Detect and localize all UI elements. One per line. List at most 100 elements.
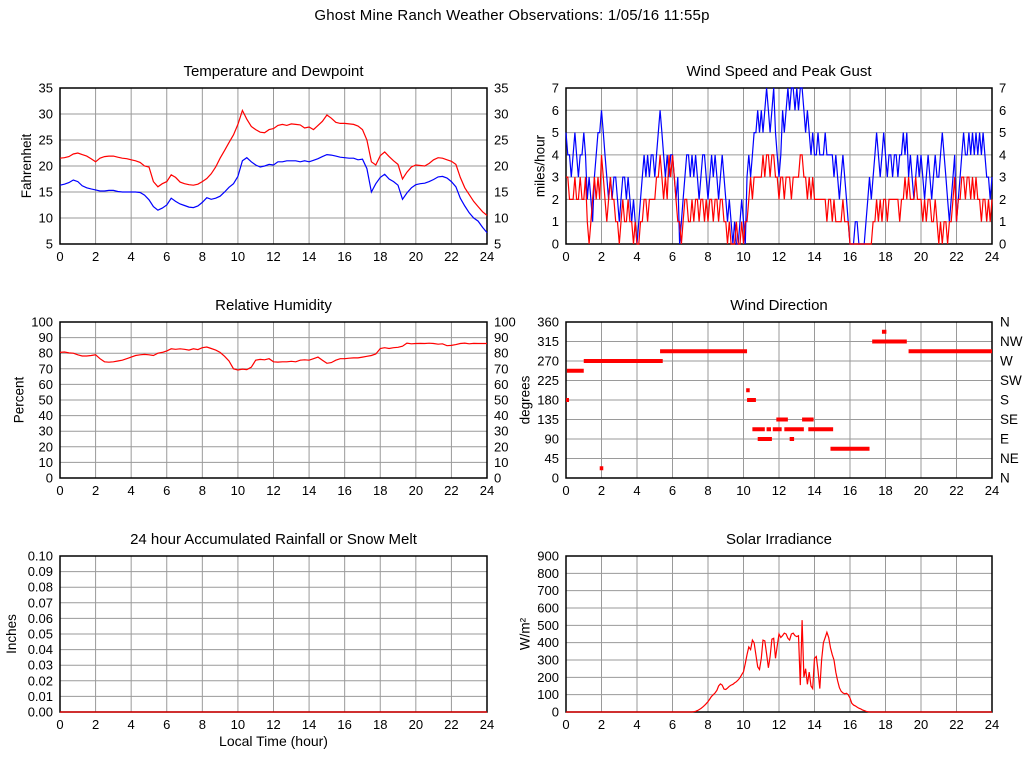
y-axis-label: Inches [4, 614, 19, 654]
x-tick-label: 8 [199, 249, 206, 264]
x-tick-label: 8 [704, 483, 711, 498]
y-tick-label: 0.05 [28, 627, 53, 642]
x-tick-label: 14 [807, 249, 821, 264]
x-tick-label: 14 [807, 483, 821, 498]
x-tick-label: 6 [163, 483, 170, 498]
x-axis-label: Local Time (hour) [219, 733, 328, 749]
y-tick-label: 30 [39, 107, 53, 122]
y-tick-label: 0.07 [28, 595, 53, 610]
y-axis-label: Percent [12, 376, 27, 423]
y-axis-label: degrees [518, 375, 533, 424]
y-tick-label: 0.04 [28, 642, 53, 657]
x-tick-label: 4 [633, 249, 640, 264]
x-tick-label: 10 [231, 717, 245, 732]
y-tick-label: 315 [537, 334, 559, 349]
x-tick-label: 24 [985, 249, 999, 264]
x-tick-label: 4 [128, 483, 135, 498]
compass-label: SW [1000, 373, 1022, 388]
x-tick-label: 0 [56, 483, 63, 498]
compass-label: S [1000, 393, 1009, 408]
y-tick-label: 25 [39, 133, 53, 148]
y-tick-label: 360 [537, 315, 559, 330]
y-axis-label: miles/hour [533, 134, 548, 197]
x-tick-label: 22 [949, 249, 963, 264]
y-tick-label: 40 [39, 408, 53, 423]
x-tick-label: 6 [669, 483, 676, 498]
x-tick-label: 2 [598, 249, 605, 264]
wind-speed-line [566, 154, 993, 245]
solar-irradiance-line [566, 620, 992, 713]
y-tick-label: 4 [552, 147, 559, 162]
y-tick-label: 0.02 [28, 673, 53, 688]
y-tick-label: 90 [39, 330, 53, 345]
y-tick-label: 80 [39, 346, 53, 361]
y-tick-label: 100 [31, 315, 53, 330]
x-tick-label: 24 [985, 483, 999, 498]
y-tick-label-right: 30 [494, 107, 508, 122]
x-tick-label: 22 [444, 483, 458, 498]
y-tick-label-right: 60 [494, 377, 508, 392]
x-tick-label: 16 [843, 717, 857, 732]
compass-label: W [1000, 354, 1013, 369]
y-tick-label: 0.03 [28, 658, 53, 673]
y-tick-label: 135 [537, 412, 559, 427]
compass-label: NE [1000, 451, 1019, 466]
y-tick-label: 225 [537, 373, 559, 388]
y-tick-label: 50 [39, 393, 53, 408]
y-tick-label: 200 [537, 670, 559, 685]
y-tick-label-right: 50 [494, 393, 508, 408]
y-tick-label-right: 30 [494, 424, 508, 439]
y-tick-label: 300 [537, 653, 559, 668]
x-tick-label: 12 [772, 249, 786, 264]
x-tick-label: 16 [843, 483, 857, 498]
y-tick-label-right: 5 [494, 237, 501, 252]
y-tick-label-right: 7 [999, 81, 1006, 96]
x-tick-label: 16 [843, 249, 857, 264]
x-tick-label: 14 [302, 483, 316, 498]
x-tick-label: 2 [92, 483, 99, 498]
x-tick-label: 20 [914, 483, 928, 498]
x-tick-label: 18 [373, 483, 387, 498]
x-tick-label: 20 [914, 717, 928, 732]
y-tick-label: 100 [537, 687, 559, 702]
x-tick-label: 12 [266, 717, 280, 732]
temperature-line [59, 108, 488, 216]
y-tick-label: 45 [545, 451, 559, 466]
y-tick-label: 0.06 [28, 611, 53, 626]
chart-title: Wind Direction [730, 297, 828, 314]
x-tick-label: 6 [163, 249, 170, 264]
x-tick-label: 4 [128, 249, 135, 264]
compass-label: E [1000, 432, 1009, 447]
relative-humidity-line [59, 342, 487, 371]
x-tick-label: 24 [985, 717, 999, 732]
x-tick-label: 2 [598, 483, 605, 498]
x-tick-label: 6 [669, 249, 676, 264]
y-tick-label-right: 25 [494, 133, 508, 148]
x-tick-label: 14 [807, 717, 821, 732]
y-tick-label: 0 [552, 705, 559, 720]
y-tick-label: 1 [552, 214, 559, 229]
x-tick-label: 0 [562, 249, 569, 264]
y-tick-label: 35 [39, 81, 53, 96]
y-tick-label: 5 [552, 125, 559, 140]
x-tick-label: 2 [92, 717, 99, 732]
y-tick-label: 900 [537, 549, 559, 564]
y-tick-label: 60 [39, 377, 53, 392]
x-tick-label: 12 [266, 483, 280, 498]
y-tick-label-right: 3 [999, 170, 1006, 185]
y-tick-label: 5 [46, 237, 53, 252]
x-tick-label: 16 [337, 249, 351, 264]
compass-label: N [1000, 471, 1010, 486]
x-tick-label: 20 [409, 483, 423, 498]
x-tick-label: 6 [163, 717, 170, 732]
x-tick-label: 16 [337, 483, 351, 498]
x-tick-label: 20 [914, 249, 928, 264]
y-tick-label-right: 1 [999, 214, 1006, 229]
compass-label: N [1000, 315, 1010, 330]
y-tick-label-right: 20 [494, 439, 508, 454]
chart-title: 24 hour Accumulated Rainfall or Snow Mel… [130, 531, 418, 548]
y-tick-label: 700 [537, 583, 559, 598]
